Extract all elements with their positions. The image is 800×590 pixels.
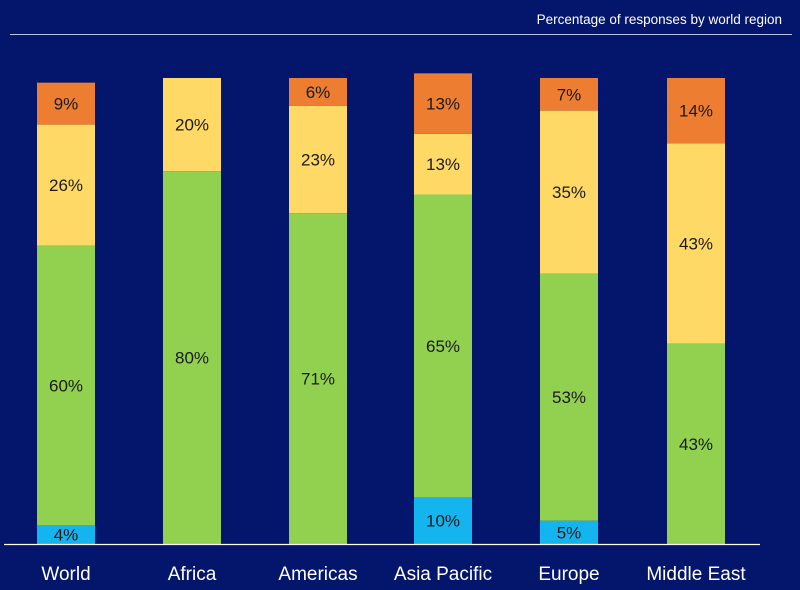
category-label: Africa (168, 564, 217, 585)
bar-segment-blue-asia-pacific (414, 497, 472, 544)
bar-segment-yellow-asia-pacific (414, 133, 472, 195)
bar-segment-orange-asia-pacific (414, 73, 472, 134)
data-label: 9% (54, 95, 79, 114)
category-label: Middle East (646, 564, 746, 585)
data-label: 26% (49, 176, 83, 195)
bar-segment-blue-world (37, 525, 95, 544)
bar-segment-yellow-middle-east (667, 143, 725, 344)
bar-segment-green-africa (163, 171, 221, 544)
data-label: 5% (557, 523, 582, 542)
data-label: 4% (54, 526, 79, 545)
data-label: 71% (301, 370, 335, 389)
bar-segment-orange-europe (540, 78, 598, 111)
data-label: 13% (426, 95, 460, 114)
data-label: 6% (306, 83, 331, 102)
bar-segment-orange-middle-east (667, 78, 725, 144)
data-label: 43% (679, 234, 713, 253)
bar-segment-green-europe (540, 273, 598, 521)
chart-title: Percentage of responses by world region (536, 12, 782, 27)
bar-segment-yellow-americas (289, 105, 347, 214)
data-label: 14% (679, 102, 713, 121)
bar-segment-yellow-europe (540, 110, 598, 274)
bar-segment-blue-europe (540, 520, 598, 544)
data-label: 20% (175, 116, 209, 135)
data-label: 65% (426, 337, 460, 356)
bar-segment-green-americas (289, 213, 347, 544)
bar-segment-orange-americas (289, 78, 347, 106)
data-label: 43% (679, 435, 713, 454)
bar-segment-green-asia-pacific (414, 194, 472, 498)
bar-segment-yellow-world (37, 124, 95, 246)
data-label: 7% (557, 85, 582, 104)
bar-segment-green-middle-east (667, 343, 725, 544)
bar-segment-orange-world (37, 82, 95, 125)
data-label: 10% (426, 512, 460, 531)
category-label: World (41, 564, 90, 585)
bar-segment-green-world (37, 245, 95, 526)
data-label: 13% (426, 155, 460, 174)
bar-segment-yellow-africa (163, 78, 221, 172)
category-label: Asia Pacific (394, 564, 492, 585)
data-label: 60% (49, 377, 83, 396)
data-label: 23% (301, 151, 335, 170)
data-label: 80% (175, 349, 209, 368)
category-label: Europe (538, 564, 599, 585)
data-label: 53% (552, 388, 586, 407)
category-label: Americas (278, 564, 357, 585)
title-divider (10, 34, 792, 35)
data-label: 35% (552, 183, 586, 202)
